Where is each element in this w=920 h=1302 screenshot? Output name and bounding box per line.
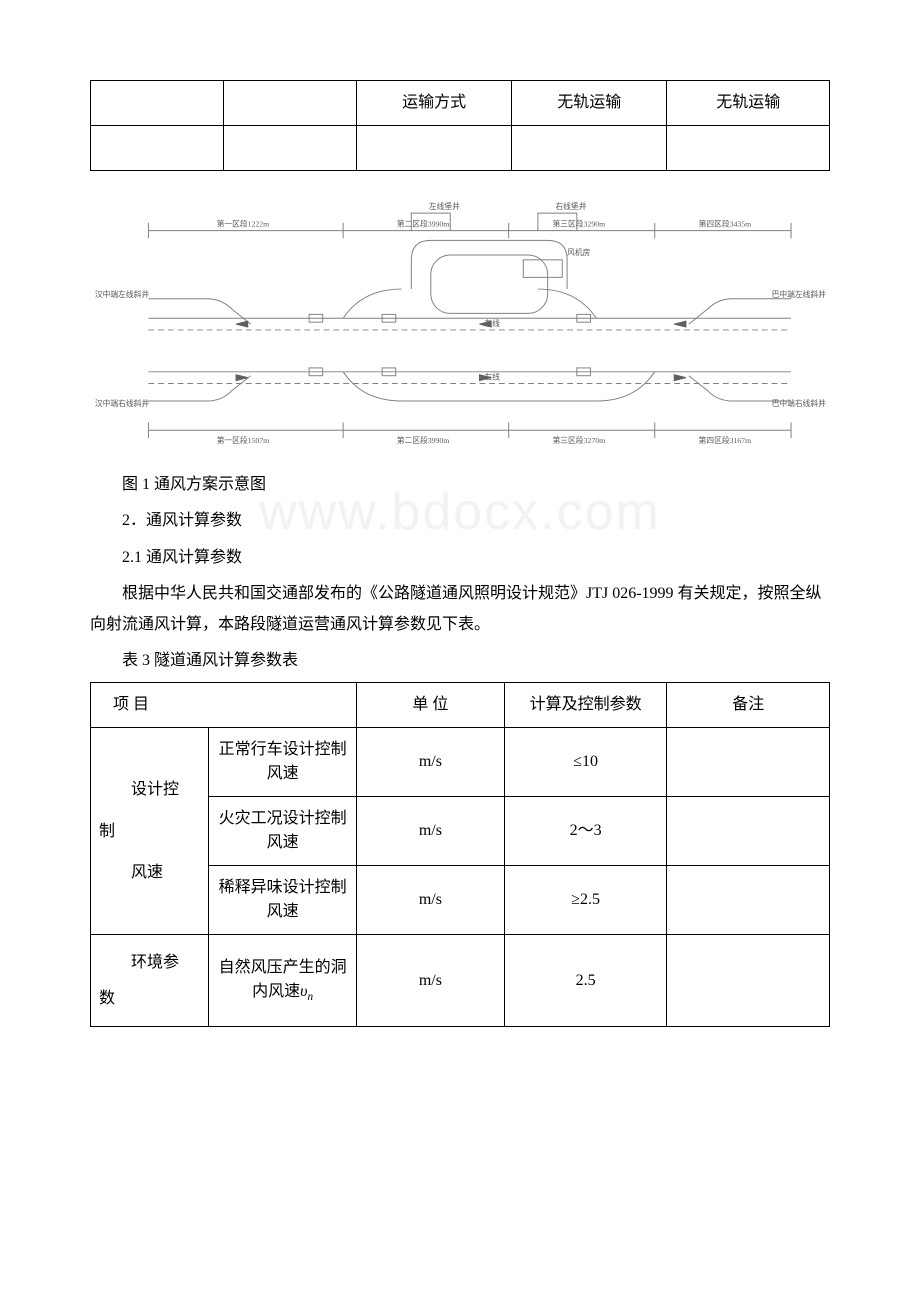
svg-text:右线: 右线: [484, 372, 500, 382]
ventilation-diagram-svg: 左线堡井 右线堡井 第一区段1222m 第二区段3990m 第三区段3290m …: [90, 201, 830, 455]
table-row: 环境参 数 自然风压产生的洞内风速υn m/s 2.5: [91, 935, 830, 1026]
section-2-heading: 2．通风计算参数: [90, 506, 830, 536]
svg-text:第三区段3290m: 第三区段3290m: [553, 219, 606, 229]
svg-text:第一区段1222m: 第一区段1222m: [217, 219, 270, 229]
svg-text:左线堡井: 左线堡井: [429, 201, 460, 211]
cell-empty: [91, 126, 224, 171]
table-row: 设计控 制 风速 正常行车设计控制风速 m/s ≤10: [91, 728, 830, 797]
cell-unit: m/s: [357, 866, 505, 935]
cell-empty: [667, 126, 830, 171]
cell-sub: 火灾工况设计控制风速: [209, 797, 357, 866]
table-ventilation-params: 项 目 单 位 计算及控制参数 备注 设计控 制 风速 正常行车设计控制风速 m…: [90, 682, 830, 1026]
table-row: [91, 126, 830, 171]
cell: 运输方式: [357, 81, 512, 126]
cell-remark: [667, 728, 830, 797]
cell-sub: 正常行车设计控制风速: [209, 728, 357, 797]
cell-sub: 自然风压产生的洞内风速υn: [209, 935, 357, 1026]
cell-remark: [667, 797, 830, 866]
svg-text:第四区段3435m: 第四区段3435m: [699, 219, 752, 229]
svg-text:右线堡井: 右线堡井: [555, 201, 586, 211]
th-param: 计算及控制参数: [504, 683, 667, 728]
cell-unit: m/s: [357, 797, 505, 866]
svg-text:左线: 左线: [484, 318, 500, 328]
table-transport-fragment: 运输方式 无轨运输 无轨运输: [90, 80, 830, 171]
group-design-speed: 设计控 制 风速: [91, 728, 209, 935]
group-env: 环境参 数: [91, 935, 209, 1026]
table-row: 运输方式 无轨运输 无轨运输: [91, 81, 830, 126]
cell-empty: [512, 126, 667, 171]
cell-empty: [224, 81, 357, 126]
th-remark: 备注: [667, 683, 830, 728]
cell-unit: m/s: [357, 728, 505, 797]
th-unit: 单 位: [357, 683, 505, 728]
cell-val: 2.5: [504, 935, 667, 1026]
cell-empty: [224, 126, 357, 171]
svg-text:汉中端左线斜井: 汉中端左线斜井: [95, 289, 150, 299]
cell-empty: [357, 126, 512, 171]
svg-text:第二区段3990m: 第二区段3990m: [397, 435, 450, 445]
cell-empty: [91, 81, 224, 126]
cell-val: ≤10: [504, 728, 667, 797]
cell-sub: 稀释异味设计控制风速: [209, 866, 357, 935]
section-2-1-heading: 2.1 通风计算参数: [90, 543, 830, 573]
cell: 无轨运输: [667, 81, 830, 126]
cell: 无轨运输: [512, 81, 667, 126]
svg-text:第一区段1507m: 第一区段1507m: [217, 435, 270, 445]
svg-text:第三区段3270m: 第三区段3270m: [553, 435, 606, 445]
svg-text:汉中端右线斜井: 汉中端右线斜井: [95, 398, 150, 408]
cell-remark: [667, 935, 830, 1026]
cell-val: 2～3: [504, 797, 667, 866]
section-2-body: 根据中华人民共和国交通部发布的《公路隧道通风照明设计规范》JTJ 026-199…: [90, 579, 830, 640]
svg-text:巴中端左线斜井: 巴中端左线斜井: [772, 289, 827, 299]
table-header-row: 项 目 单 位 计算及控制参数 备注: [91, 683, 830, 728]
svg-text:风机房: 风机房: [567, 247, 591, 257]
cell-unit: m/s: [357, 935, 505, 1026]
svg-text:第四区段3167m: 第四区段3167m: [699, 435, 752, 445]
ventilation-figure: 左线堡井 右线堡井 第一区段1222m 第二区段3990m 第三区段3290m …: [90, 201, 830, 460]
figure-caption: 图 1 通风方案示意图: [90, 470, 830, 500]
cell-val: ≥2.5: [504, 866, 667, 935]
svg-text:第二区段3990m: 第二区段3990m: [397, 219, 450, 229]
table3-caption: 表 3 隧道通风计算参数表: [90, 646, 830, 676]
svg-text:巴中端右线斜井: 巴中端右线斜井: [772, 398, 827, 408]
cell-remark: [667, 866, 830, 935]
th-item: 项 目: [91, 683, 357, 728]
